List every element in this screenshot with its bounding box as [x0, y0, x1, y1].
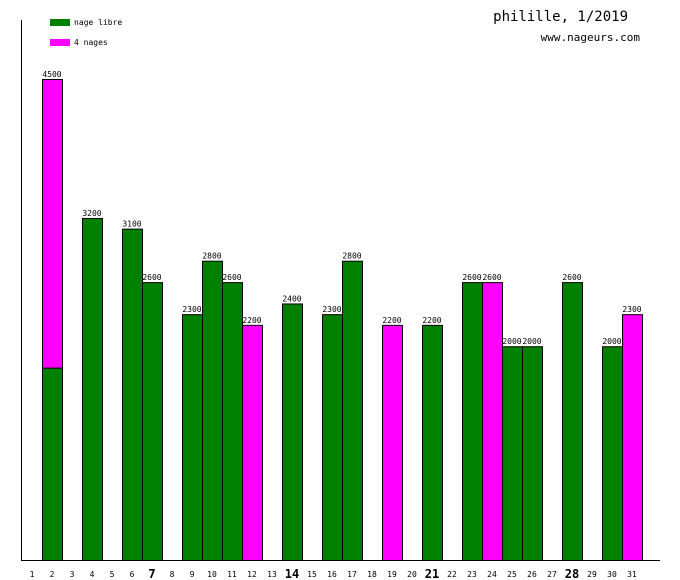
x-tick-label-19: 19: [387, 570, 397, 579]
data-label-day-19: 2200: [382, 316, 401, 325]
bar-freestyle-day-26: [522, 346, 543, 561]
x-tick-label-9: 9: [190, 570, 195, 579]
data-label-day-9: 2300: [182, 305, 201, 314]
x-tick-label-20: 20: [407, 570, 417, 579]
data-label-day-23: 2600: [462, 273, 481, 282]
data-label-day-21: 2200: [422, 316, 441, 325]
bar-freestyle-day-7: [142, 282, 163, 561]
x-tick-label-27: 27: [547, 570, 557, 579]
x-tick-label-25: 25: [507, 570, 517, 579]
data-label-day-24: 2600: [482, 273, 501, 282]
x-tick-label-4: 4: [90, 570, 95, 579]
bar-freestyle-day-28: [562, 282, 583, 561]
bar-freestyle-day-2: [42, 367, 63, 561]
x-tick-label-16: 16: [327, 570, 337, 579]
data-label-day-7: 2600: [142, 273, 161, 282]
data-label-day-28: 2600: [562, 273, 581, 282]
bar-medley-day-19: [382, 324, 403, 561]
x-tick-label-2: 2: [50, 570, 55, 579]
x-tick-label-6: 6: [130, 570, 135, 579]
x-tick-label-14: 14: [285, 567, 299, 580]
data-label-day-16: 2300: [322, 305, 341, 314]
x-tick-label-21: 21: [425, 567, 439, 580]
bar-medley-day-31: [622, 314, 643, 561]
data-label-day-10: 2800: [202, 252, 221, 261]
bar-medley-day-2: [42, 79, 63, 369]
x-tick-label-17: 17: [347, 570, 357, 579]
x-tick-label-7: 7: [148, 567, 155, 580]
x-tick-label-28: 28: [565, 567, 579, 580]
bar-freestyle-day-10: [202, 260, 223, 561]
data-label-day-2: 4500: [42, 70, 61, 79]
bar-medley-day-24: [482, 282, 503, 561]
x-tick-label-13: 13: [267, 570, 277, 579]
x-tick-label-31: 31: [627, 570, 637, 579]
x-tick-label-12: 12: [247, 570, 257, 579]
x-tick-label-3: 3: [70, 570, 75, 579]
legend-swatch-freestyle: [50, 19, 70, 26]
data-label-day-30: 2000: [602, 337, 621, 346]
x-tick-label-29: 29: [587, 570, 597, 579]
legend-item-medley: 4 nages: [50, 38, 108, 47]
data-label-day-25: 2000: [502, 337, 521, 346]
bar-freestyle-day-25: [502, 346, 523, 561]
legend-item-freestyle: nage libre: [50, 18, 122, 27]
x-tick-label-18: 18: [367, 570, 377, 579]
x-tick-label-11: 11: [227, 570, 237, 579]
bar-freestyle-day-30: [602, 346, 623, 561]
legend-label-freestyle: nage libre: [74, 18, 123, 27]
data-label-day-14: 2400: [282, 294, 301, 303]
site-url: www.nageurs.com: [540, 31, 640, 44]
legend-label-medley: 4 nages: [74, 38, 108, 47]
bar-freestyle-day-16: [322, 314, 343, 561]
chart-title: philille, 1/2019: [493, 9, 628, 25]
data-label-day-31: 2300: [622, 305, 641, 314]
x-tick-label-10: 10: [207, 570, 217, 579]
bar-freestyle-day-6: [122, 228, 143, 561]
x-tick-label-8: 8: [170, 570, 175, 579]
x-tick-label-15: 15: [307, 570, 317, 579]
bar-freestyle-day-14: [282, 303, 303, 561]
data-label-day-4: 3200: [82, 209, 101, 218]
data-label-day-11: 2600: [222, 273, 241, 282]
x-tick-label-5: 5: [110, 570, 115, 579]
x-tick-label-24: 24: [487, 570, 497, 579]
x-tick-label-23: 23: [467, 570, 477, 579]
x-tick-label-30: 30: [607, 570, 617, 579]
legend-swatch-medley: [50, 39, 70, 46]
data-label-day-17: 2800: [342, 252, 361, 261]
bar-freestyle-day-4: [82, 217, 103, 561]
x-tick-label-26: 26: [527, 570, 537, 579]
data-label-day-6: 3100: [122, 220, 141, 229]
data-label-day-26: 2000: [522, 337, 541, 346]
x-tick-label-1: 1: [30, 570, 35, 579]
bar-freestyle-day-9: [182, 314, 203, 561]
bar-freestyle-day-23: [462, 282, 483, 561]
bar-freestyle-day-21: [422, 324, 443, 561]
bar-freestyle-day-11: [222, 282, 243, 561]
bar-medley-day-12: [242, 324, 263, 561]
x-tick-label-22: 22: [447, 570, 457, 579]
bar-freestyle-day-17: [342, 260, 363, 561]
data-label-day-12: 2200: [242, 316, 261, 325]
